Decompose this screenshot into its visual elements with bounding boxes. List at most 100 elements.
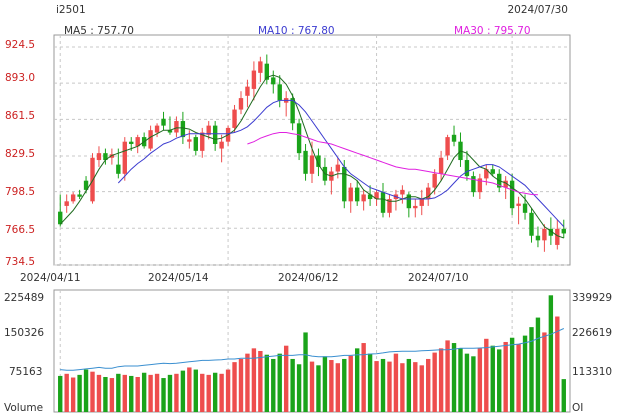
candle-body: [542, 228, 547, 241]
candle-body: [174, 121, 179, 133]
volume-bar: [451, 343, 457, 412]
oi-tick: 226619: [572, 327, 613, 339]
volume-bar: [535, 317, 541, 412]
volume-bar: [303, 332, 308, 412]
volume-bar: [322, 356, 328, 412]
volume-bar: [129, 375, 134, 412]
volume-bar: [490, 345, 495, 412]
candle-body: [116, 164, 121, 174]
volume-tick: 225489: [4, 292, 45, 304]
candle-body: [90, 157, 95, 202]
volume-bar: [542, 332, 547, 412]
candle-body: [445, 137, 450, 156]
symbol-label: i2501: [56, 4, 86, 16]
candle-body: [135, 137, 140, 147]
candle-body: [180, 121, 186, 138]
oi-tick: 339929: [572, 292, 613, 304]
volume-bar: [258, 351, 263, 412]
volume-bar: [387, 361, 392, 412]
candle-body: [232, 109, 237, 128]
price-tick: 798.5: [5, 186, 36, 198]
candle-body: [387, 199, 392, 213]
candle-body: [258, 61, 263, 73]
volume-bar: [187, 367, 192, 412]
volume-bar: [167, 374, 173, 412]
volume-bar: [484, 338, 489, 412]
candle-body: [70, 194, 76, 202]
volume-bar: [406, 358, 412, 412]
volume-bar: [271, 358, 276, 412]
volume-bar: [348, 355, 353, 412]
candle-body: [354, 187, 360, 202]
volume-bar: [70, 377, 76, 412]
ma30-line: [247, 132, 538, 196]
volume-bar: [548, 295, 554, 412]
candle-body: [374, 192, 379, 200]
volume-bar: [509, 337, 515, 412]
candle-body: [96, 153, 102, 161]
date-tick: 2024/05/14: [148, 272, 209, 284]
volume-bar: [135, 376, 140, 412]
volume-bar: [522, 335, 528, 412]
candle-body: [271, 77, 276, 85]
candle-body: [522, 203, 528, 213]
volume-bar: [212, 372, 218, 412]
volume-bar: [238, 358, 244, 412]
candle-body: [309, 155, 315, 174]
candle-body: [484, 169, 489, 179]
candle-body: [148, 130, 153, 149]
candle-body: [251, 70, 257, 89]
price-tick: 829.5: [5, 148, 36, 160]
volume-bar: [206, 374, 211, 412]
volume-bar: [367, 353, 373, 412]
candle-body: [219, 141, 224, 149]
price-tick: 893.0: [5, 72, 36, 84]
volume-bar: [393, 353, 399, 412]
candle-body: [77, 194, 82, 197]
candle-body: [238, 98, 244, 110]
candle-body: [264, 63, 270, 80]
candle-body: [193, 137, 198, 151]
date-tick: 2024/04/11: [20, 272, 81, 284]
candle-body: [561, 228, 566, 234]
candle-body: [413, 205, 418, 209]
price-tick: 766.5: [5, 224, 36, 236]
candle-body: [503, 180, 508, 188]
candle-body: [122, 141, 127, 174]
candle-body: [548, 228, 554, 236]
volume-bar: [148, 374, 153, 412]
volume-bar: [109, 378, 115, 412]
candle-body: [103, 153, 108, 161]
ma30-legend: MA30 : 795.70: [454, 25, 531, 37]
candle-body: [187, 139, 192, 142]
volume-bar: [361, 343, 366, 412]
volume-bar: [497, 349, 502, 412]
candle-body: [529, 212, 534, 236]
candle-body: [335, 164, 341, 172]
volume-bar: [438, 348, 444, 412]
date-label: 2024/07/30: [507, 4, 568, 16]
candle-body: [83, 180, 89, 190]
volume-bar: [200, 373, 205, 412]
volume-bar: [64, 373, 69, 412]
oi-axis-label: OI: [572, 402, 584, 414]
candle-body: [303, 150, 308, 174]
volume-bar: [161, 378, 166, 412]
candle-body: [535, 235, 541, 241]
volume-bar: [296, 364, 302, 412]
ma5-legend: MA5 : 757.70: [64, 25, 134, 37]
volume-tick: 150326: [4, 327, 45, 339]
volume-bar: [193, 369, 198, 412]
volume-bar: [561, 379, 566, 412]
volume-bar: [116, 373, 121, 412]
volume-bar: [309, 361, 315, 412]
volume-bar: [174, 373, 179, 412]
volume-bar: [141, 372, 147, 412]
volume-bar: [400, 363, 405, 412]
candle-body: [432, 173, 437, 188]
volume-bar: [529, 327, 534, 412]
volume-bar: [413, 362, 418, 412]
volume-bar: [477, 348, 483, 412]
volume-bar: [277, 353, 282, 412]
price-tick: 924.5: [5, 39, 36, 51]
